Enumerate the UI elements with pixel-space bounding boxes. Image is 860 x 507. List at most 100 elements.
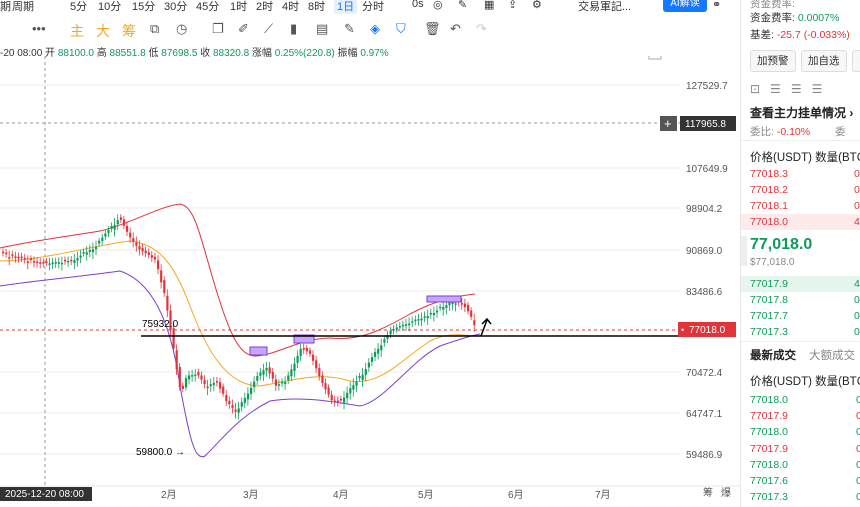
ohlc-high-label: 高 [96,48,107,59]
ohlc-amp: 0.97% [360,48,389,59]
indicator-chips[interactable]: 筹 [122,23,136,39]
more-icon[interactable]: ••• [32,21,46,36]
orderbook-title[interactable]: 查看主力挂单情况 › [750,104,853,121]
layout-icon[interactable]: ▦ [484,0,495,11]
tf-1h[interactable]: 1时 [230,1,248,13]
candle-body [29,258,33,260]
indicator-main[interactable]: 主 [70,23,84,39]
orderbook-view-icons[interactable]: ⊡ ☰ ☰ ☰ [750,82,823,96]
candle-body [2,251,5,254]
candle-icon[interactable]: ▮ [290,21,298,36]
tf-15m[interactable]: 15分 [132,1,156,13]
candle-body [212,382,215,386]
share-icon[interactable]: ⇪ [508,0,518,11]
candle-body [45,261,48,263]
add-favorite-button[interactable]: 加自选 [801,50,847,72]
copy-icon[interactable]: ❐ [212,21,224,36]
tab-latest-trades[interactable]: 最新成交 [750,350,796,362]
filter-icon[interactable]: ⛉ [396,21,406,36]
x-tick: 5月 [418,489,434,501]
collapse-handle[interactable] [741,236,747,266]
crosshair-plus-button[interactable] [660,116,677,131]
col-qty: 数量(BTC [815,152,860,164]
candle-body [321,375,324,383]
ask-qty: 4. [854,216,860,228]
settings-icon[interactable]: ⚙ [532,0,542,11]
pen-icon[interactable]: ✎ [458,0,468,11]
add-alert-button[interactable]: 加预警 [750,50,796,72]
indicator-big[interactable]: 大 [96,23,110,39]
ruler-icon[interactable]: ⟋ [264,21,274,36]
candle-body [36,261,39,264]
trade-qty: 0 [856,394,860,406]
tf-extra[interactable]: 0s [412,0,424,10]
candle-body [274,379,277,386]
redo-icon[interactable]: ↷ [476,21,487,36]
trade-row: 77018.0 0 [750,459,860,471]
trash-icon[interactable]: 🗑 [424,21,441,36]
candle-body [181,385,184,389]
trade-price: 77017.3 [750,491,788,503]
bid-price: 77017.3 [750,326,788,338]
bid-row[interactable]: 77017.8 0. [750,294,860,306]
candle-body [20,256,23,259]
tf-8h[interactable]: 8时 [308,1,326,13]
tab-large-trades[interactable]: 大额成交 [809,350,855,362]
ai-interpret-button[interactable]: AI解读 [663,0,707,12]
candle-body [132,238,135,242]
ratio-label: 委比: [750,126,774,138]
trade-price: 77017.9 [750,410,788,422]
candle-body [467,304,470,312]
bid-row[interactable]: 77017.7 0. [750,310,860,322]
tf-45m[interactable]: 45分 [196,1,220,13]
candle-body [153,256,157,260]
exchange-select[interactable]: 交易軍記... [578,1,632,13]
candle-body [147,252,150,256]
clipboard-icon[interactable]: ▤ [316,21,329,36]
tf-item-0[interactable]: 期 [0,1,11,13]
trade-row: 77017.6 0 [750,475,860,487]
candle-body [129,232,132,238]
tf-1d[interactable]: 1日 [334,0,358,14]
liquidation-toggle[interactable]: 爆 [721,487,731,499]
bid-row[interactable]: 77017.3 0. [750,326,860,338]
compare-icon[interactable]: ⧉ [150,21,160,36]
tf-2h[interactable]: 2时 [256,1,274,13]
ask-row[interactable]: 77018.0 4. [750,216,860,228]
candles [2,214,476,420]
last-price-arrow: • [681,325,684,335]
ratio-value: -0.10% [776,126,811,138]
trade-qty: 0 [856,491,860,503]
magnet-icon[interactable]: ◈ [370,21,380,36]
candle-body [432,313,436,316]
bid-depth-bar [741,276,860,292]
candle-body [73,260,76,263]
tf-10m[interactable]: 10分 [98,1,122,13]
bid-row[interactable]: 77017.9 4. [750,278,860,290]
ask-row[interactable]: 77018.3 0. [750,168,860,180]
candle-body [414,319,417,322]
extra-button[interactable] [852,50,860,72]
tf-timeshare[interactable]: 分时 [362,1,384,13]
camera-icon[interactable]: ◎ [433,0,443,11]
tf-4h[interactable]: 4时 [282,1,300,13]
candle-body [82,252,85,254]
tf-30m[interactable]: 30分 [164,1,188,13]
clock-icon[interactable]: ◷ [176,21,188,36]
edit-icon[interactable]: ✎ [344,21,355,36]
chips-toggle[interactable]: 筹 [703,486,713,499]
candlestick-chart[interactable]: 75932.0 59800.0 → 127529.7 107649.9 9890… [0,56,740,507]
candle-body [290,369,293,377]
candle-body [39,262,42,264]
tf-5m[interactable]: 5分 [70,1,88,13]
expand-button[interactable] [648,56,662,60]
ask-row[interactable]: 77018.2 0. [750,184,860,196]
link-icon[interactable]: ⚭ [712,0,722,11]
draw-pen-icon[interactable]: ✐ [238,21,249,36]
funding-label: 资金费率: [750,12,795,24]
tf-item-period[interactable]: 周期 [12,1,34,13]
candle-body [194,374,197,377]
candle-body [222,386,225,394]
undo-icon[interactable]: ↶ [450,21,461,36]
ask-row[interactable]: 77018.1 0. [750,200,860,212]
